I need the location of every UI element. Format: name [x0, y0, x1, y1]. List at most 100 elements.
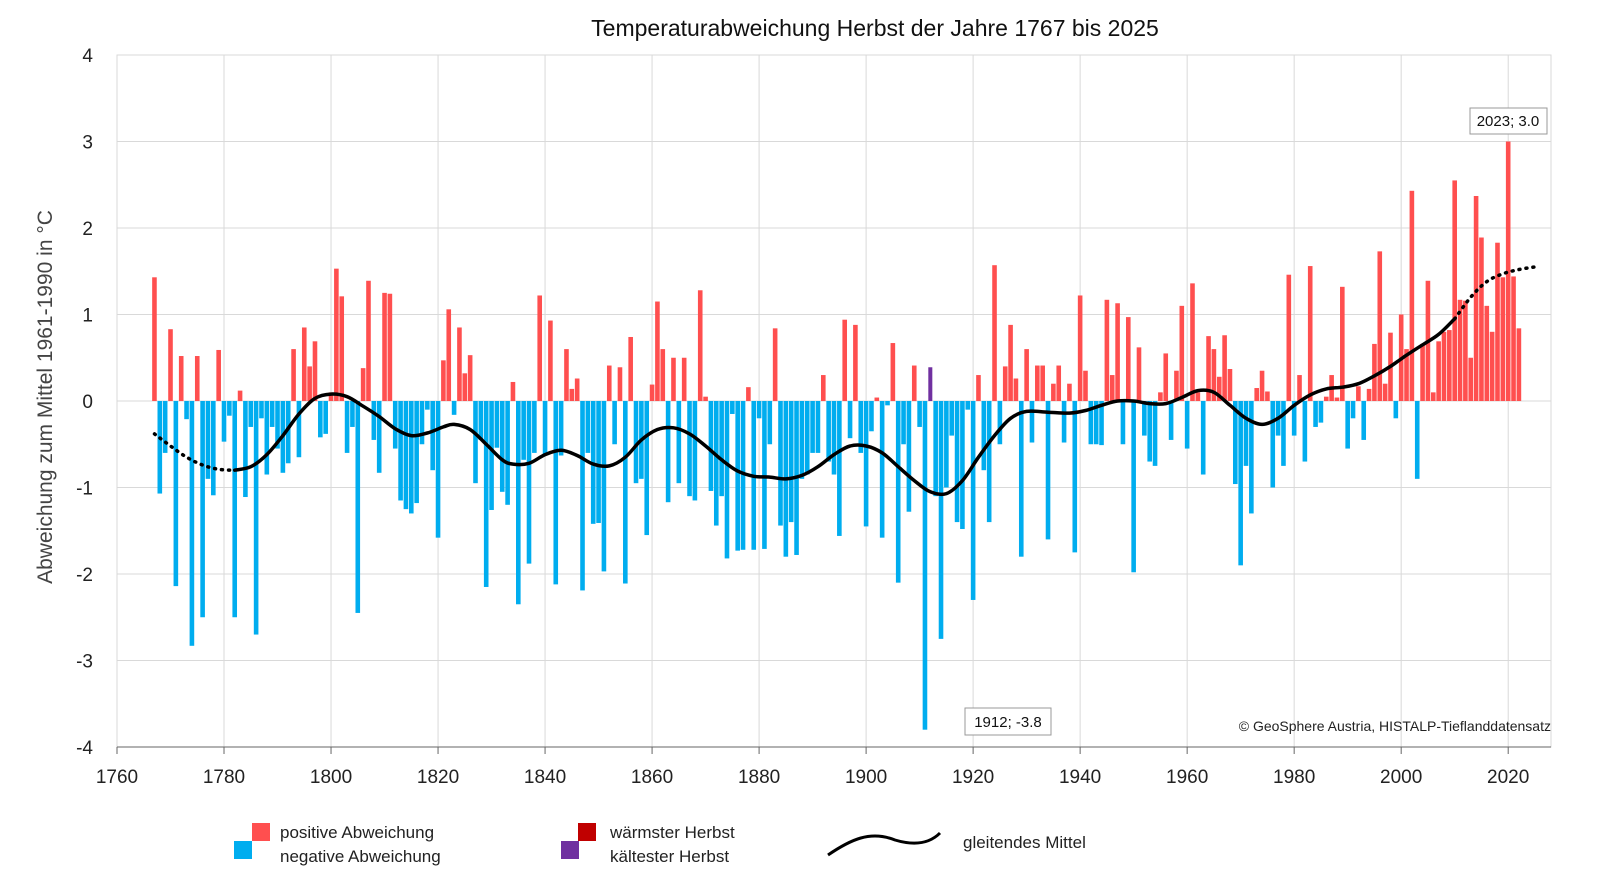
bar: [708, 401, 714, 491]
bar: [981, 401, 987, 471]
bar: [1083, 370, 1088, 401]
bar: [660, 349, 666, 401]
moving-average-dotted-start: [152, 432, 237, 472]
x-tick-label: 1920: [952, 767, 994, 788]
bar: [740, 401, 746, 550]
bar: [1206, 336, 1211, 401]
y-tick-label: -3: [76, 652, 93, 673]
bar: [1489, 331, 1495, 401]
bar: [366, 280, 371, 401]
bar: [344, 401, 350, 453]
bar: [863, 401, 869, 527]
bar: [831, 401, 837, 475]
bar: [1372, 343, 1377, 401]
y-tick-label: 4: [82, 46, 93, 67]
bar: [788, 401, 794, 523]
x-tick-label: 1880: [738, 767, 780, 788]
bar: [724, 401, 730, 559]
bar: [1093, 401, 1099, 445]
bar: [815, 401, 821, 453]
extreme-bars: [928, 367, 933, 401]
bar: [976, 375, 981, 401]
x-tick-label: 1960: [1166, 767, 1208, 788]
bar: [1404, 349, 1409, 401]
bar: [211, 401, 216, 496]
bar: [178, 356, 184, 401]
bar: [1211, 349, 1217, 401]
bar: [1340, 286, 1345, 401]
bar: [553, 401, 559, 585]
bar: [205, 401, 211, 479]
bar: [1249, 401, 1254, 514]
x-tick-label: 1780: [203, 767, 245, 788]
bar-coldest: [928, 367, 933, 401]
bar: [1056, 365, 1062, 401]
y-tick-label: -4: [76, 738, 93, 759]
bar: [1200, 401, 1206, 475]
bar: [1045, 401, 1051, 540]
bar: [1382, 383, 1388, 401]
bar: [403, 401, 409, 510]
bar: [494, 401, 500, 448]
bar: [1233, 401, 1238, 485]
bar: [483, 401, 489, 587]
x-tick-label: 2000: [1380, 767, 1422, 788]
bar: [1414, 401, 1420, 479]
bar: [473, 401, 478, 484]
legend-label-negative: negative Abweichung: [280, 847, 441, 866]
bar: [1061, 401, 1067, 443]
bar: [1195, 392, 1201, 401]
bar: [826, 401, 831, 462]
bar: [216, 349, 221, 401]
bar: [307, 366, 312, 401]
bar: [1168, 401, 1174, 440]
bar: [676, 401, 682, 484]
bar: [874, 397, 880, 401]
coldest-label: 1912; -3.8: [974, 714, 1042, 731]
bar: [227, 401, 232, 416]
bar: [606, 365, 612, 401]
bar: [644, 401, 650, 536]
bar: [1115, 303, 1120, 401]
bar: [291, 349, 296, 401]
warmest-label: 2023; 3.0: [1477, 113, 1540, 130]
bar: [837, 401, 842, 536]
bar: [1013, 378, 1019, 401]
bar: [735, 401, 740, 551]
bar: [1243, 401, 1249, 466]
bar: [1018, 401, 1024, 557]
bar: [1286, 274, 1292, 401]
bar: [478, 401, 484, 440]
bar: [799, 401, 805, 479]
bar: [435, 401, 441, 538]
bar: [441, 360, 446, 401]
bar: [858, 401, 864, 453]
bar: [168, 329, 173, 401]
bar: [719, 401, 724, 497]
bar: [243, 401, 248, 498]
moving-average-line: [232, 317, 1457, 497]
legend-swatch-positive: [252, 823, 270, 841]
bar: [339, 296, 345, 401]
bar: [917, 401, 922, 427]
bar: [1259, 370, 1265, 401]
legend-label-smooth: gleitendes Mittel: [963, 833, 1086, 852]
bar: [1313, 401, 1318, 427]
bar: [542, 401, 548, 455]
bar: [1254, 388, 1260, 401]
bar: [1174, 370, 1179, 401]
bar: [194, 356, 200, 401]
bar: [1147, 401, 1152, 462]
y-axis-label: Abweichung zum Mittel 1961-1990 in °C: [34, 210, 57, 584]
bar: [1500, 277, 1506, 401]
bar: [275, 401, 280, 449]
bar: [687, 401, 692, 497]
bar: [746, 387, 751, 401]
bar: [820, 375, 826, 401]
bar: [1067, 383, 1072, 401]
bar: [564, 349, 569, 401]
bar: [585, 401, 591, 453]
bar: [762, 401, 767, 549]
